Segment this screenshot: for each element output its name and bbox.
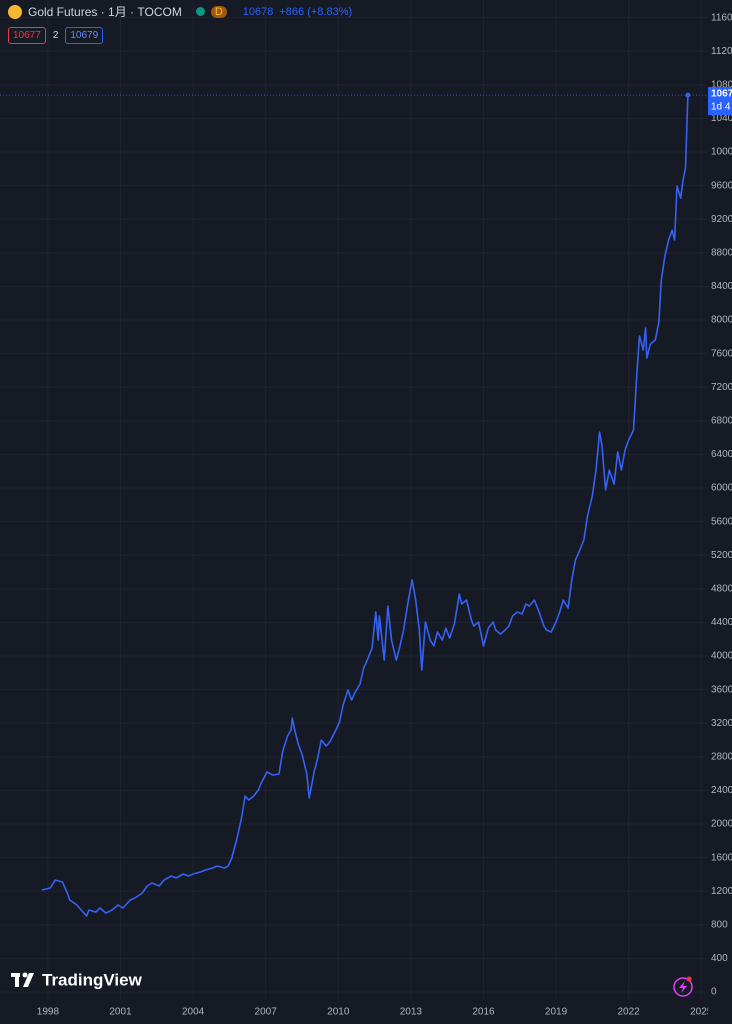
market-status — [195, 7, 205, 16]
symbol-icon — [8, 4, 22, 19]
y-tick-label: 4400 — [711, 617, 732, 628]
y-tick-label: 4000 — [711, 651, 732, 662]
x-tick-label: 1998 — [37, 1007, 60, 1018]
y-tick-label: 1600 — [711, 852, 732, 863]
legend-header: Gold Futures · 1月 · TOCOM D 10678 +866 (… — [8, 3, 352, 20]
x-tick-label: 2004 — [182, 1007, 205, 1018]
y-tick-label: 8000 — [711, 315, 732, 326]
y-tick-label: 400 — [711, 953, 728, 964]
trade-buttons: 10677 2 10679 — [8, 27, 104, 44]
y-tick-label: 8400 — [711, 281, 732, 292]
y-tick-label: 3200 — [711, 718, 732, 729]
y-tick-label: 5200 — [711, 550, 732, 561]
y-tick-label: 10000 — [711, 147, 732, 158]
x-tick-label: 2022 — [618, 1007, 641, 1018]
x-tick-label: 2016 — [472, 1007, 495, 1018]
last-price: 10678 — [242, 5, 274, 18]
interval-badge: D — [210, 5, 227, 18]
y-tick-label: 9600 — [711, 180, 732, 191]
y-tick-label: 2000 — [711, 819, 732, 830]
y-tick-label: 6000 — [711, 483, 732, 494]
y-tick-label: 2400 — [711, 785, 732, 796]
x-tick-label: 2001 — [109, 1007, 132, 1018]
x-axis: 1998 2001 2004 2007 2010 2013 2016 2019 2022 2025 — [37, 1007, 713, 1018]
y-tick-label: 11600 — [711, 12, 732, 23]
lightning-icon[interactable] — [673, 976, 693, 997]
price-tag-value: 10678 — [711, 89, 732, 100]
y-tick-label: 6400 — [711, 449, 732, 460]
x-tick-label: 2013 — [400, 1007, 423, 1018]
y-tick-label: 6800 — [711, 415, 732, 426]
x-tick-label: 2019 — [545, 1007, 568, 1018]
x-tick-label: 2010 — [327, 1007, 350, 1018]
y-tick-label: 800 — [711, 919, 728, 930]
price-tag — [708, 87, 732, 116]
x-tick-label: 2025 — [690, 1007, 713, 1018]
price-change: +866 (+8.83%) — [279, 5, 353, 18]
brand: TradingView — [42, 970, 143, 989]
y-tick-label: 7200 — [711, 382, 732, 393]
price-tag-time: 1d 4 — [711, 102, 731, 113]
y-tick-label: 10400 — [711, 113, 732, 124]
y-tick-label: 11200 — [711, 46, 732, 57]
y-tick-label: 0 — [711, 987, 717, 998]
brand-logo: TradingView — [11, 970, 143, 989]
y-tick-label: 2800 — [711, 751, 732, 762]
plot — [0, 92, 708, 917]
symbol[interactable]: Gold Futures · 1月 · TOCOM — [28, 5, 182, 19]
price-line — [41, 95, 689, 917]
y-tick-label: 1200 — [711, 886, 732, 897]
y-tick-label: 7600 — [711, 348, 732, 359]
y-tick-label: 3600 — [711, 684, 732, 695]
y-tick-label: 8800 — [711, 247, 732, 258]
ask[interactable]: 10679 — [65, 27, 104, 44]
y-tick-label: 10800 — [711, 79, 732, 90]
x-tick-label: 2007 — [255, 1007, 278, 1018]
y-tick-label: 9200 — [711, 214, 732, 225]
y-axis: 0 400 800 1200 1600 2000 2400 2800 3200 3600 4000 4… — [711, 12, 732, 997]
y-tick-label: 4800 — [711, 583, 732, 594]
grid — [0, 0, 708, 1000]
spread: 2 — [52, 30, 59, 41]
bid[interactable]: 10677 — [8, 27, 46, 44]
y-tick-label: 5600 — [711, 516, 732, 527]
